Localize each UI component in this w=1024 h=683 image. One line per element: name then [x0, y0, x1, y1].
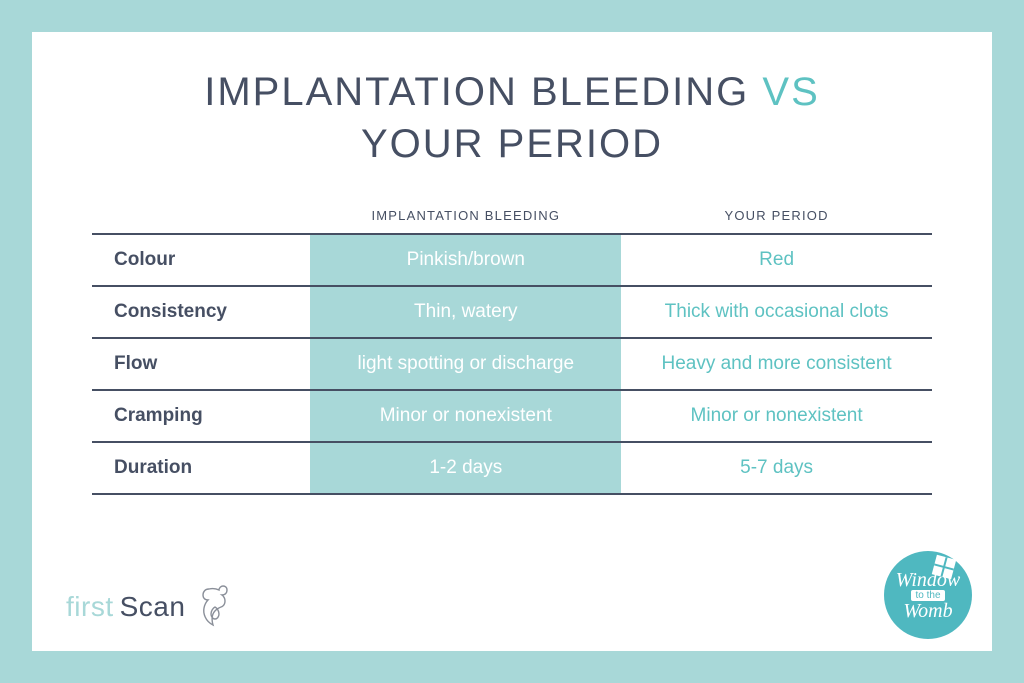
- table-body: Colour Pinkish/brown Red Consistency Thi…: [92, 234, 932, 494]
- row-label: Duration: [92, 442, 310, 494]
- table-header-col2: YOUR PERIOD: [621, 200, 932, 234]
- frame: IMPLANTATION BLEEDING VS YOUR PERIOD IMP…: [0, 0, 1024, 683]
- row-col2: Minor or nonexistent: [621, 390, 932, 442]
- logo-right-line3: Womb: [903, 602, 952, 620]
- row-col1: 1-2 days: [310, 442, 621, 494]
- table-row: Colour Pinkish/brown Red: [92, 234, 932, 286]
- row-col2: Thick with occasional clots: [621, 286, 932, 338]
- row-col1: light spotting or discharge: [310, 338, 621, 390]
- table-header-col1: IMPLANTATION BLEEDING: [310, 200, 621, 234]
- table-row: Flow light spotting or discharge Heavy a…: [92, 338, 932, 390]
- logo-right-line2: to the: [911, 590, 944, 601]
- table-row: Cramping Minor or nonexistent Minor or n…: [92, 390, 932, 442]
- logo-left-part1: first: [66, 591, 114, 623]
- title-part-1: IMPLANTATION BLEEDING: [204, 70, 762, 114]
- title-vs: VS: [762, 70, 819, 114]
- row-col2: Heavy and more consistent: [621, 338, 932, 390]
- logo-right-circle: Window to the Womb: [884, 551, 972, 639]
- firstscan-logo: firstScan: [66, 583, 239, 631]
- row-label: Flow: [92, 338, 310, 390]
- row-col2: Red: [621, 234, 932, 286]
- row-col1: Thin, watery: [310, 286, 621, 338]
- row-col1: Pinkish/brown: [310, 234, 621, 286]
- logo-left-part2: Scan: [120, 591, 186, 623]
- row-label: Cramping: [92, 390, 310, 442]
- title-part-2: YOUR PERIOD: [361, 122, 663, 166]
- row-label: Consistency: [92, 286, 310, 338]
- mother-baby-icon: [191, 583, 239, 631]
- table-row: Consistency Thin, watery Thick with occa…: [92, 286, 932, 338]
- table-header-blank: [92, 200, 310, 234]
- comparison-table: IMPLANTATION BLEEDING YOUR PERIOD Colour…: [92, 200, 932, 495]
- card: IMPLANTATION BLEEDING VS YOUR PERIOD IMP…: [32, 32, 992, 651]
- row-label: Colour: [92, 234, 310, 286]
- row-col1: Minor or nonexistent: [310, 390, 621, 442]
- window-to-the-womb-logo: Window to the Womb: [884, 551, 972, 639]
- table-header-row: IMPLANTATION BLEEDING YOUR PERIOD: [92, 200, 932, 234]
- page-title: IMPLANTATION BLEEDING VS YOUR PERIOD: [92, 66, 932, 170]
- row-col2: 5-7 days: [621, 442, 932, 494]
- table-row: Duration 1-2 days 5-7 days: [92, 442, 932, 494]
